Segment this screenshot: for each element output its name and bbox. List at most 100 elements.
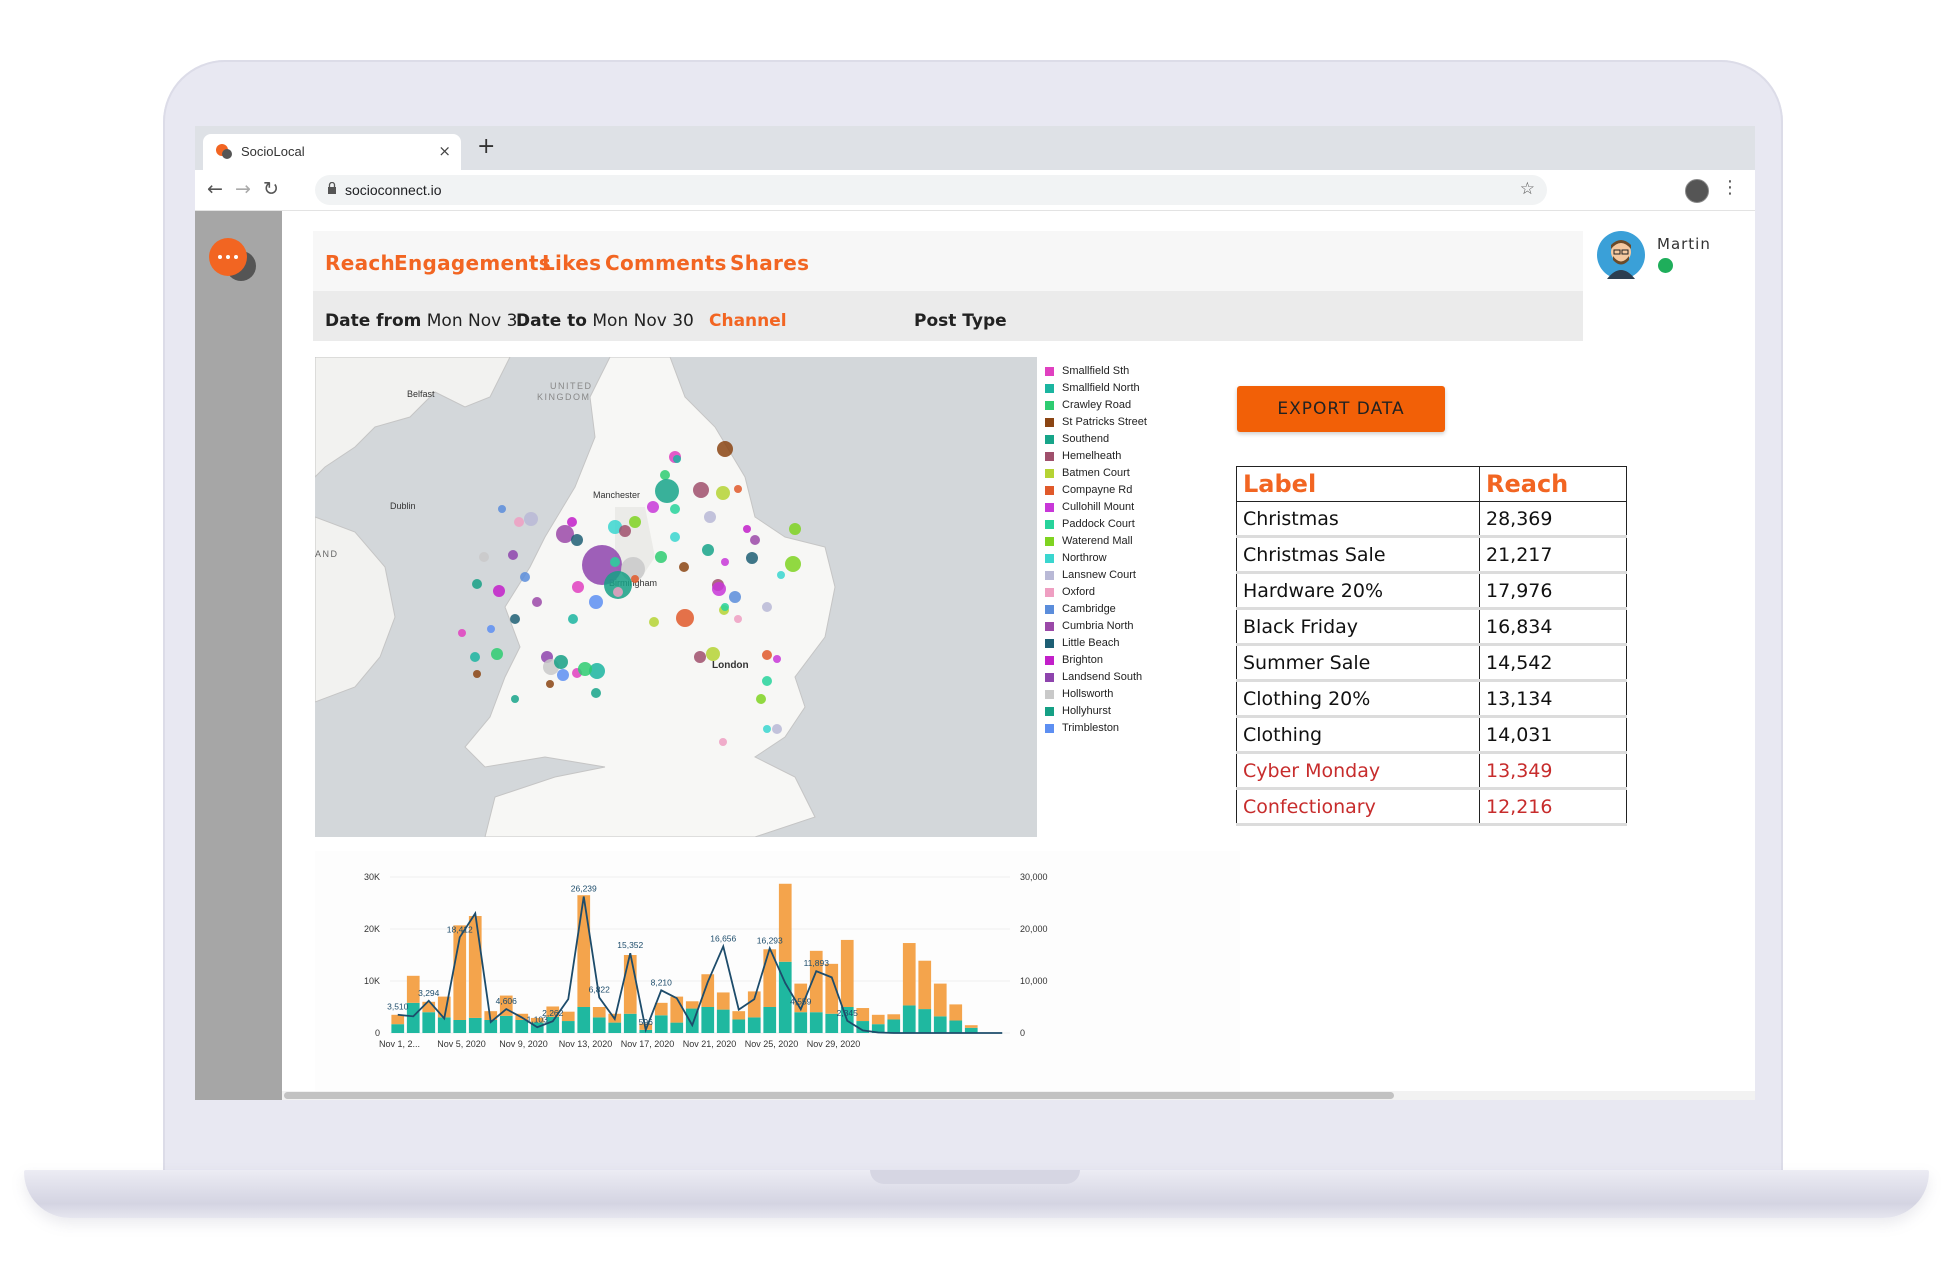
legend-item[interactable]: Southend	[1045, 433, 1109, 453]
map-dot[interactable]	[670, 532, 680, 542]
map-dot[interactable]	[719, 738, 727, 746]
map-dot[interactable]	[510, 614, 520, 624]
user-avatar[interactable]	[1597, 231, 1645, 279]
map-dot[interactable]	[524, 512, 538, 526]
legend-item[interactable]: Trimbleston	[1045, 722, 1119, 742]
chart-bar[interactable]	[871, 1014, 885, 1025]
legend-item[interactable]: Landsend South	[1045, 671, 1142, 691]
chart-bar[interactable]	[747, 991, 761, 1018]
map-dot[interactable]	[589, 663, 605, 679]
chart-bar[interactable]	[561, 1011, 575, 1022]
chart-bar[interactable]	[809, 950, 823, 1013]
map-dot[interactable]	[567, 517, 577, 527]
reach-map[interactable]: UNITED KINGDOM Belfast Dublin AND Manche…	[315, 357, 1205, 837]
legend-item[interactable]: Hemelheath	[1045, 450, 1121, 470]
legend-item[interactable]: Crawley Road	[1045, 399, 1131, 419]
chart-bar[interactable]	[840, 939, 854, 1007]
tab-reach[interactable]: Reach	[325, 251, 396, 275]
chart-bar[interactable]	[437, 1017, 451, 1033]
map-dot[interactable]	[762, 602, 772, 612]
map-dot[interactable]	[470, 652, 480, 662]
chart-bar[interactable]	[949, 1004, 963, 1021]
chart-bar[interactable]	[964, 1025, 978, 1028]
chart-bar[interactable]	[685, 1001, 699, 1009]
map-dot[interactable]	[511, 695, 519, 703]
map-dot[interactable]	[660, 470, 670, 480]
tab-comments[interactable]: Comments	[605, 251, 727, 275]
map-dot[interactable]	[604, 571, 632, 599]
post-type-filter[interactable]: Post Type	[914, 311, 1007, 331]
map-dot[interactable]	[568, 614, 578, 624]
legend-item[interactable]: Northrow	[1045, 552, 1107, 572]
chart-bar[interactable]	[778, 961, 792, 1033]
chart-bar[interactable]	[732, 1011, 746, 1020]
map-dot[interactable]	[631, 575, 639, 583]
map-dot[interactable]	[785, 556, 801, 572]
map-dot[interactable]	[670, 504, 680, 514]
map-dot[interactable]	[750, 535, 760, 545]
map-dot[interactable]	[717, 441, 733, 457]
tab-likes[interactable]: Likes	[542, 251, 602, 275]
forward-arrow-icon[interactable]: →	[235, 178, 251, 200]
horizontal-scrollbar[interactable]	[282, 1091, 1755, 1100]
chart-bar[interactable]	[499, 1015, 513, 1033]
chart-bar[interactable]	[530, 1017, 544, 1023]
map-dot[interactable]	[473, 670, 481, 678]
chart-bar[interactable]	[592, 1007, 606, 1018]
chart-bar[interactable]	[933, 1016, 947, 1033]
map-dot[interactable]	[777, 571, 785, 579]
chart-bar[interactable]	[453, 925, 467, 1020]
chart-bar[interactable]	[763, 949, 777, 1007]
legend-item[interactable]: Brighton	[1045, 654, 1103, 674]
map-dot[interactable]	[487, 625, 495, 633]
map-dot[interactable]	[458, 629, 466, 637]
tab-close-icon[interactable]: ×	[438, 142, 451, 160]
map-dot[interactable]	[706, 647, 720, 661]
map-dot[interactable]	[479, 552, 489, 562]
map-dot[interactable]	[557, 669, 569, 681]
tab-engagements[interactable]: Engagements	[394, 251, 552, 275]
chart-bar[interactable]	[623, 1013, 637, 1033]
chart-bar[interactable]	[902, 943, 916, 1006]
legend-item[interactable]: St Patricks Street	[1045, 416, 1147, 436]
chart-bar[interactable]	[964, 1027, 978, 1033]
map-dot[interactable]	[693, 482, 709, 498]
chart-bar[interactable]	[716, 992, 730, 1010]
scrollbar-thumb[interactable]	[284, 1092, 1394, 1099]
chart-bar[interactable]	[918, 1009, 932, 1033]
legend-item[interactable]: Batmen Court	[1045, 467, 1130, 487]
map-dot[interactable]	[472, 579, 482, 589]
chart-bar[interactable]	[654, 1002, 668, 1016]
map-dot[interactable]	[773, 655, 781, 663]
address-bar[interactable]: socioconnect.io ☆	[315, 175, 1547, 205]
map-dot[interactable]	[572, 581, 584, 593]
browser-tab[interactable]: SocioLocal ×	[203, 134, 461, 170]
map-dot[interactable]	[578, 662, 592, 676]
map-dot[interactable]	[702, 544, 714, 556]
map-dot[interactable]	[789, 523, 801, 535]
chart-bar[interactable]	[701, 974, 715, 1007]
chart-bar[interactable]	[422, 1012, 436, 1033]
map-dot[interactable]	[676, 609, 694, 627]
map-dot[interactable]	[721, 603, 729, 611]
channel-filter[interactable]: Channel	[709, 311, 787, 331]
chart-bar[interactable]	[406, 975, 420, 1003]
map-dot[interactable]	[729, 591, 741, 603]
map-dot[interactable]	[763, 725, 771, 733]
map-dot[interactable]	[756, 694, 766, 704]
map-dot[interactable]	[647, 501, 659, 513]
chart-bar[interactable]	[825, 1013, 839, 1033]
chart-bar[interactable]	[809, 1012, 823, 1033]
map-dot[interactable]	[655, 551, 667, 563]
chart-bar[interactable]	[763, 1007, 777, 1033]
browser-menu-icon[interactable]: ⋮	[1721, 177, 1739, 198]
map-dot[interactable]	[679, 562, 689, 572]
back-arrow-icon[interactable]: ←	[207, 178, 223, 200]
chart-bar[interactable]	[918, 960, 932, 1010]
chart-bar[interactable]	[484, 1011, 498, 1020]
sociolocal-logo-icon[interactable]	[207, 236, 267, 286]
map-dot[interactable]	[556, 525, 574, 543]
legend-item[interactable]: Smallfield Sth	[1045, 365, 1129, 385]
chart-bar[interactable]	[949, 1020, 963, 1033]
map-dot[interactable]	[772, 724, 782, 734]
